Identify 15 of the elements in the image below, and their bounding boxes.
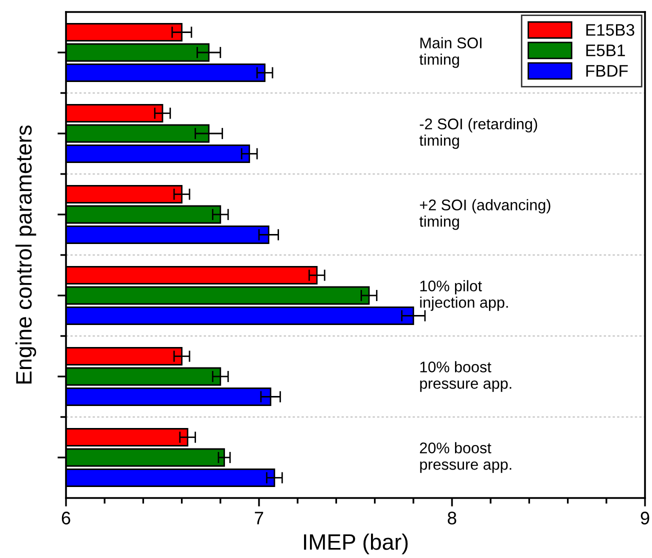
y-tick-label: 20% boost pressure app. xyxy=(420,442,512,473)
y-tick-label: 10% pilot injection app. xyxy=(420,280,508,311)
y-tick-label: -2 SOI (retarding) timing xyxy=(419,118,538,149)
y-tick-label: 10% boost pressure app. xyxy=(420,361,512,392)
legend-label: E5B1 xyxy=(586,44,625,56)
y-tick-label: +2 SOI (advancing) timing xyxy=(419,199,550,230)
y-tick-label: Main SOI timing xyxy=(419,37,482,68)
x-axis-title: IMEP (bar) xyxy=(304,534,408,554)
x-tick-label: 8 xyxy=(448,512,456,524)
y-axis-title: Engine control parameters xyxy=(15,125,36,384)
x-tick-label: 9 xyxy=(640,512,650,524)
x-tick-label: 6 xyxy=(62,512,70,524)
legend-label: FBDF xyxy=(586,65,628,77)
legend-label: E15B3 xyxy=(586,24,634,36)
x-tick-label: 7 xyxy=(254,512,264,524)
